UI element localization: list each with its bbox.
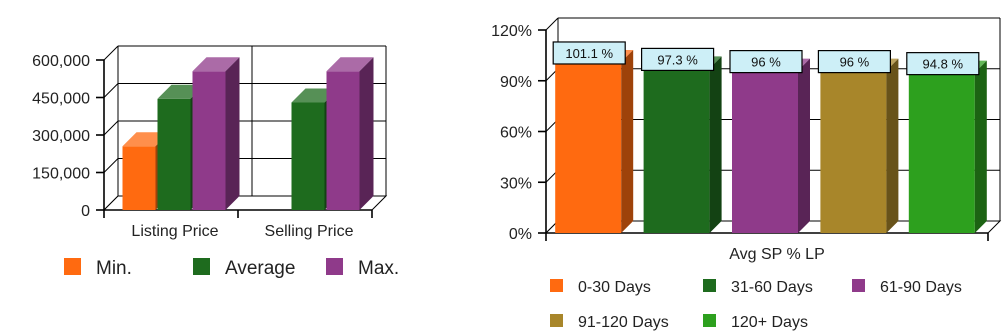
y-tick-label: 150,000 <box>32 166 90 183</box>
x-tick-label: Listing Price <box>131 223 218 240</box>
legend-swatch <box>550 279 563 292</box>
data-label-box <box>906 52 980 76</box>
data-label: 96 % <box>751 55 781 70</box>
legend-label: 61-90 Days <box>880 279 962 296</box>
bar-average-0-front <box>157 98 191 210</box>
bar-max-0-top <box>192 57 240 72</box>
bar-4-front <box>908 72 975 233</box>
legend-swatch <box>193 258 210 275</box>
legend-label: 0-30 Days <box>578 279 651 296</box>
data-label: 96 % <box>840 55 870 70</box>
y-tick-label: 450,000 <box>32 91 90 108</box>
bar-average-1-front <box>291 102 325 210</box>
legend-swatch <box>550 314 563 327</box>
y-tick-label: 0% <box>509 226 532 243</box>
y-tick-label: 120% <box>491 23 532 40</box>
bar-1-side <box>709 56 722 233</box>
bar-max-0 <box>192 57 240 210</box>
legend-label: 91-120 Days <box>578 314 669 331</box>
x-axis-title: Avg SP % LP <box>729 246 824 263</box>
bar-2 <box>732 58 810 233</box>
bar-2-front <box>732 70 798 233</box>
bar-0-front <box>555 61 622 233</box>
legend-swatch <box>703 314 716 327</box>
bar-min-0-front <box>122 146 156 210</box>
x-tick-label: Selling Price <box>265 223 354 240</box>
bar-4-side <box>974 60 987 233</box>
bar-max-1-side <box>359 57 374 210</box>
grid-diag <box>545 17 559 31</box>
bar-0-side <box>621 49 634 233</box>
bar-3-side <box>886 58 899 233</box>
y-tick-label: 30% <box>500 175 532 192</box>
bar-max-1-front <box>326 71 360 210</box>
data-label-box <box>640 47 715 72</box>
data-label-box <box>552 41 626 65</box>
grid-diag <box>103 83 119 98</box>
data-label: 94.8 % <box>923 57 964 72</box>
data-label: 101.1 % <box>565 46 613 61</box>
legend-swatch <box>703 279 716 292</box>
bar-3-front <box>820 70 887 233</box>
legend-swatch <box>852 279 865 292</box>
legend-swatch <box>326 258 343 275</box>
bar-max-0-front <box>192 71 226 210</box>
legend-label: Average <box>225 258 295 279</box>
bar-4 <box>908 60 987 233</box>
legend-label: Max. <box>358 258 399 279</box>
bar-0 <box>555 49 634 233</box>
y-tick-label: 90% <box>500 74 532 91</box>
data-label: 97.3 % <box>657 52 698 67</box>
grid-diag <box>103 45 119 61</box>
bar-max-0-side <box>225 57 240 210</box>
legend-label: 31-60 Days <box>731 279 813 296</box>
bar-1 <box>643 56 722 233</box>
legend-label: Min. <box>96 258 132 279</box>
bar-3 <box>820 58 899 233</box>
data-label-box <box>817 49 892 74</box>
bar-max-1-top <box>326 57 374 72</box>
data-label-box <box>729 49 803 74</box>
legend-label: 120+ Days <box>731 314 808 331</box>
grid-diag <box>103 158 119 173</box>
bar-1-front <box>643 68 710 233</box>
legend-swatch <box>64 258 81 275</box>
y-tick-label: 600,000 <box>32 53 90 70</box>
grid-diag <box>103 120 119 136</box>
bar-2-side <box>798 58 810 233</box>
y-tick-label: 300,000 <box>32 128 90 145</box>
bar-max-1 <box>326 57 374 210</box>
y-tick-label: 0 <box>81 203 90 220</box>
y-tick-label: 60% <box>500 125 532 142</box>
